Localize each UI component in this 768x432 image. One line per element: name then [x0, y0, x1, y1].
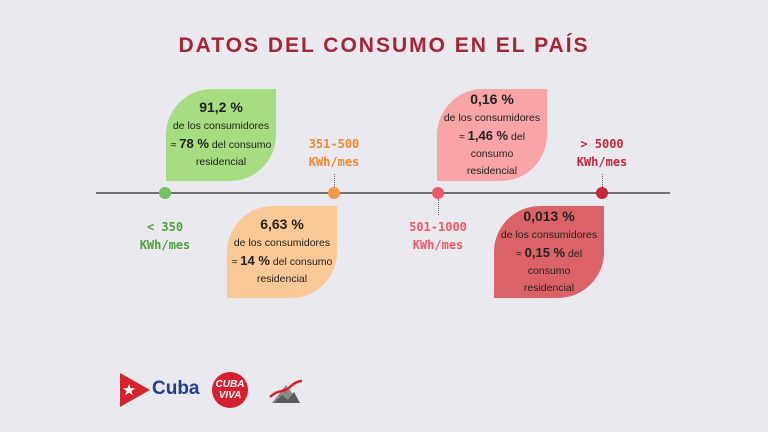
- consumption-card-1: 91,2 % de los consumidores ≈ 78 % del co…: [166, 89, 276, 181]
- card-line3: residencial: [523, 281, 575, 294]
- range-label-2: 351-500 KWh/mes: [308, 137, 360, 169]
- card-line1: de los consumidores: [443, 111, 541, 124]
- range-label-3: 501-1000 KWh/mes: [409, 220, 467, 252]
- consumption-card-4: 0,013 % de los consumidores ≈ 0,15 % del…: [494, 206, 604, 298]
- mountain-emblem-icon: [269, 379, 303, 403]
- card-percent: 0,013 %: [523, 207, 575, 224]
- card-percent: 6,63 %: [260, 216, 304, 232]
- card-line1: de los consumidores: [172, 120, 270, 132]
- cuba-logo-text: Cuba: [152, 378, 200, 399]
- card-line3: residencial: [466, 164, 518, 177]
- card-line1: de los consumidores: [233, 237, 331, 249]
- connector-2: [334, 174, 335, 187]
- cubaviva-logo: CUBA VIVA: [212, 372, 248, 408]
- card-line2: ≈ 1,46 % del consumo: [458, 127, 526, 160]
- card-line2: ≈ 0,15 % del consumo: [515, 244, 583, 277]
- card-line3: residencial: [256, 273, 308, 285]
- timeline-dot-4: [596, 187, 608, 199]
- timeline-dot-1: [159, 187, 171, 199]
- mountain-logo: [268, 373, 304, 407]
- page-title: DATOS DEL CONSUMO EN EL PAÍS: [178, 34, 590, 57]
- consumption-card-2: 6,63 % de los consumidores ≈ 14 % del co…: [227, 206, 337, 298]
- consumption-card-3: 0,16 % de los consumidores ≈ 1,46 % del …: [437, 89, 547, 181]
- card-line3: residencial: [195, 156, 247, 168]
- card-line2: ≈ 14 % del consumo: [231, 253, 333, 268]
- range-label-1: < 350 KWh/mes: [139, 220, 191, 252]
- timeline-line: [96, 192, 670, 194]
- card-line1: de los consumidores: [500, 228, 598, 241]
- range-label-4: > 5000 KWh/mes: [576, 137, 628, 169]
- cuba-logo: Cuba: [120, 372, 200, 408]
- card-percent: 0,16 %: [470, 90, 514, 107]
- timeline-dot-3: [432, 187, 444, 199]
- timeline-dot-2: [328, 187, 340, 199]
- card-percent: 91,2 %: [199, 99, 243, 115]
- connector-3: [438, 199, 439, 215]
- card-line2: ≈ 78 % del consumo: [170, 136, 272, 151]
- connector-4: [602, 174, 603, 187]
- cuba-flag-icon: [120, 373, 150, 407]
